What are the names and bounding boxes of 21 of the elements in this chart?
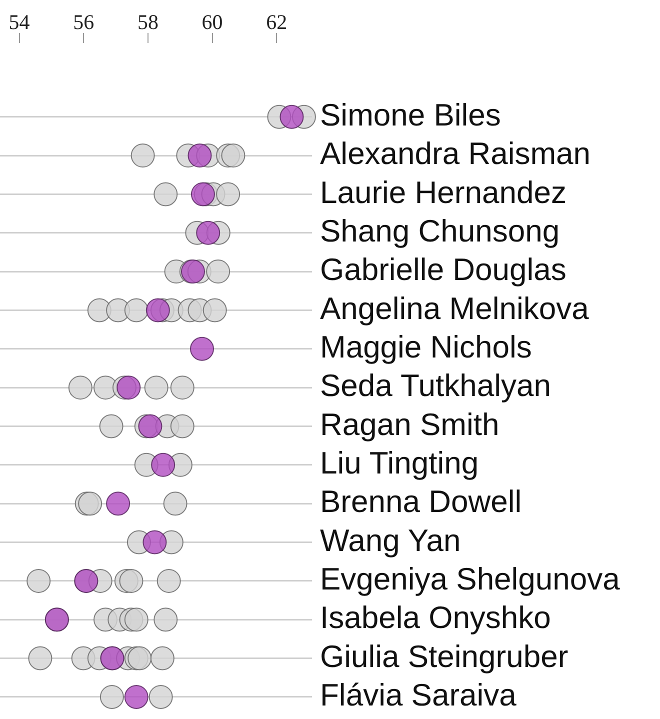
y-tick-label: Brenna Dowell — [320, 484, 522, 520]
y-tick-label: Laurie Hernandez — [320, 174, 566, 210]
y-tick-label: Shang Chunsong — [320, 213, 560, 248]
y-tick-label: Angelina Melnikova — [320, 290, 590, 326]
y-tick-label: Flávia Saraiva — [320, 678, 518, 713]
y-tick-label: Liu Tingting — [320, 445, 479, 480]
x-tick-label: 62 — [266, 10, 288, 34]
x-tick-label: 56 — [73, 10, 94, 34]
y-tick-label: Giulia Steingruber — [320, 638, 568, 674]
y-tick-label: Simone Biles — [320, 97, 501, 132]
x-tick-label: 54 — [8, 10, 30, 34]
y-tick-label: Seda Tutkhalyan — [320, 368, 551, 404]
y-tick-label: Alexandra Raisman — [320, 136, 591, 172]
y-tick-label: Isabela Onyshko — [320, 600, 551, 636]
y-tick-label: Gabrielle Douglas — [320, 252, 566, 288]
x-tick-label: 58 — [137, 10, 158, 34]
y-tick-label: Evgeniya Shelgunova — [320, 561, 621, 596]
y-tick-label: Wang Yan — [320, 522, 461, 558]
y-tick-label: Maggie Nichols — [320, 329, 532, 364]
y-tick-label: Ragan Smith — [320, 406, 500, 442]
x-tick-label: 60 — [202, 10, 223, 34]
